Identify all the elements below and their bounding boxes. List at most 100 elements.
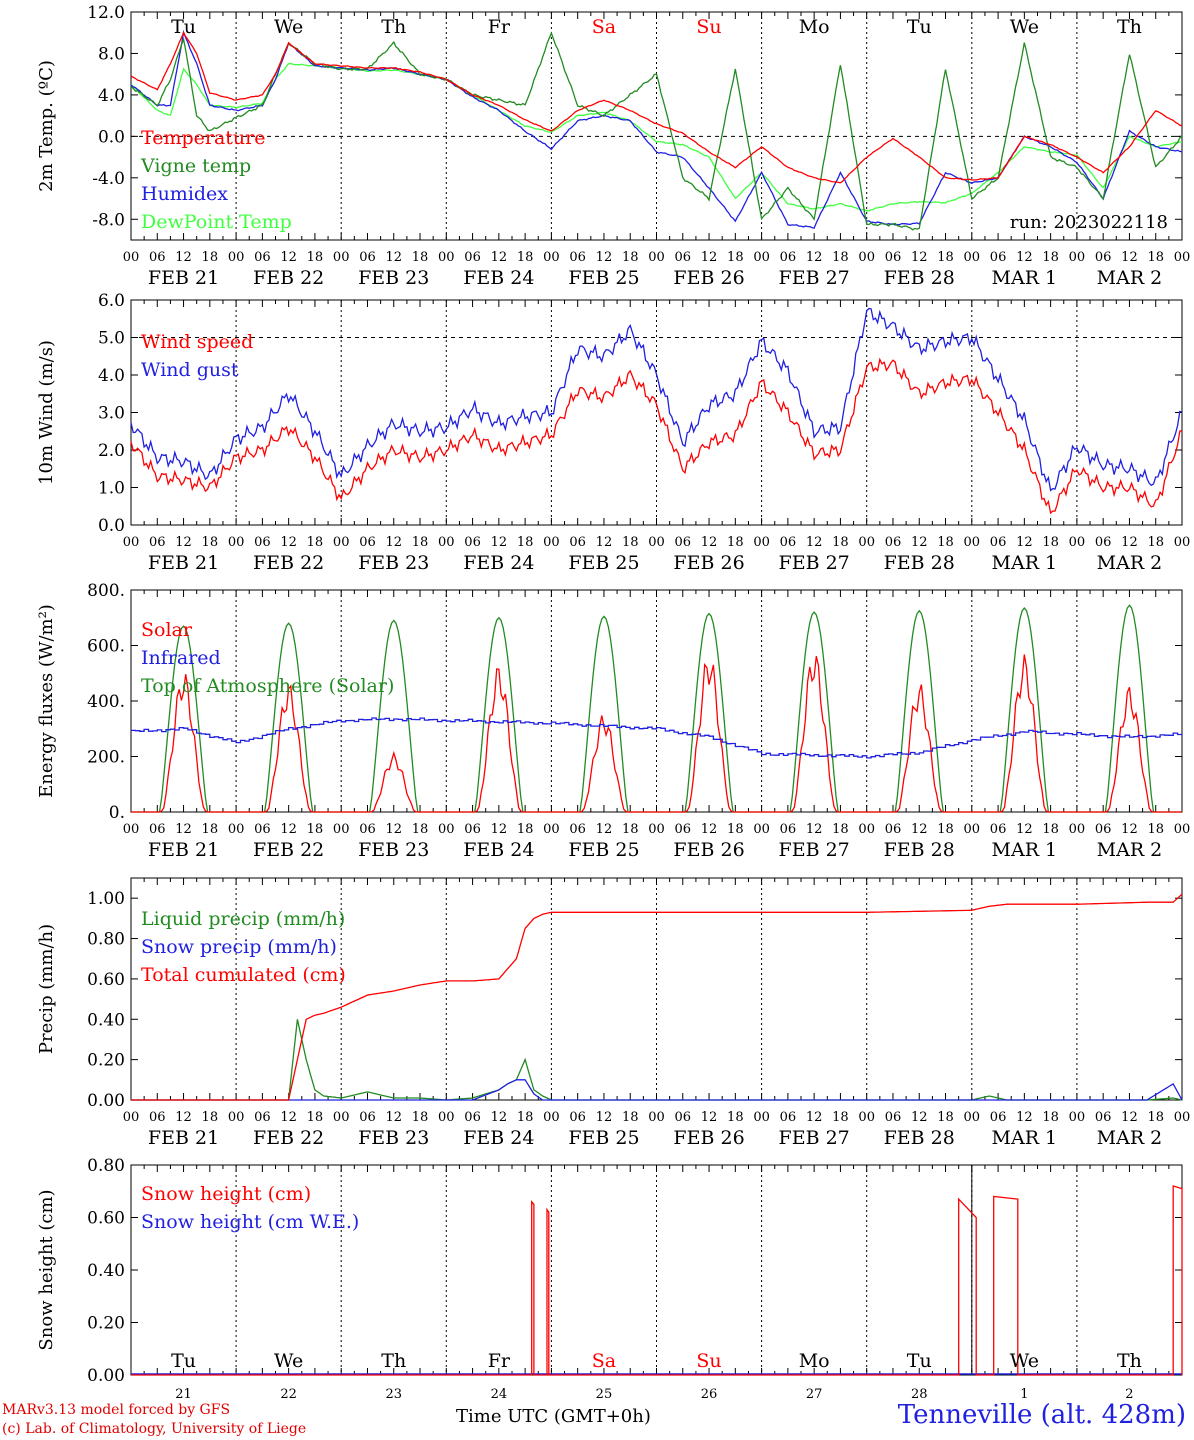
x-hour-label: 12 (175, 250, 192, 265)
x-hour-label: 06 (990, 535, 1007, 550)
x-hour-label: 12 (806, 822, 823, 837)
y-tick-label: 0.60 (87, 1209, 125, 1229)
day-number-label: 27 (806, 1387, 823, 1402)
x-date-label: FEB 22 (253, 839, 324, 861)
x-date-label: FEB 21 (148, 839, 219, 861)
x-hour-label: 00 (1069, 535, 1086, 550)
y-tick-label: 2.0 (98, 441, 125, 461)
y-tick-label: 0.40 (87, 1261, 125, 1281)
day-number-label: 24 (491, 1387, 508, 1402)
x-hour-label: 00 (438, 822, 455, 837)
x-hour-label: 06 (569, 535, 586, 550)
x-hour-label: 06 (990, 250, 1007, 265)
y-tick-label: 600. (87, 637, 125, 657)
x-hour-label: 12 (491, 535, 508, 550)
x-date-label: FEB 27 (779, 839, 850, 861)
y-tick-label: 200. (87, 748, 125, 768)
legend-entry: Liquid precip (mm/h) (141, 908, 345, 930)
x-hour-label: 18 (1042, 250, 1059, 265)
x-hour-label: 18 (1147, 1110, 1164, 1125)
weekday-label: Th (1117, 16, 1142, 38)
legend-entry: Humidex (141, 183, 228, 205)
weekday-label: Th (381, 16, 406, 38)
series-line-wind-speed (130, 357, 1183, 515)
x-hour-label: 06 (990, 1110, 1007, 1125)
x-date-label: MAR 1 (992, 267, 1058, 289)
x-hour-label: 00 (123, 250, 140, 265)
x-date-label: FEB 24 (463, 552, 534, 574)
weekday-label: Fr (488, 16, 511, 38)
x-hour-label: 00 (858, 822, 875, 837)
y-tick-label: 0.40 (87, 1010, 125, 1030)
x-date-label: FEB 24 (463, 839, 534, 861)
x-hour-label: 18 (832, 535, 849, 550)
x-hour-label: 18 (517, 535, 534, 550)
series-line-total-cumulated-cm- (131, 893, 1183, 1101)
x-hour-label: 12 (701, 250, 718, 265)
series-line-infrared (131, 717, 1183, 759)
x-hour-label: 00 (753, 250, 770, 265)
legend-entry: DewPoint Temp (141, 211, 292, 233)
x-hour-label: 12 (1016, 535, 1033, 550)
x-hour-label: 12 (1121, 535, 1138, 550)
y-tick-label: 0.00 (87, 1091, 125, 1111)
x-hour-label: 12 (701, 1110, 718, 1125)
x-date-label: MAR 1 (992, 839, 1058, 861)
x-hour-label: 18 (202, 535, 219, 550)
day-number-label: 2 (1125, 1387, 1133, 1402)
x-hour-label: 18 (727, 535, 744, 550)
x-hour-label: 18 (412, 822, 429, 837)
x-hour-label: 00 (333, 822, 350, 837)
x-hour-label: 00 (543, 1110, 560, 1125)
weekday-label: Fr (488, 1350, 511, 1372)
x-hour-label: 12 (911, 535, 928, 550)
legend-entry: Total cumulated (cm) (141, 964, 346, 986)
x-date-label: MAR 1 (992, 552, 1058, 574)
panel-1: 12.0 8.0 4.0 0.0 -4.0 -8.0 2m Temp. (ºC) 00 06 12… (36, 3, 1190, 289)
x-hour-label: 12 (280, 822, 297, 837)
x-hour-label: 00 (333, 1110, 350, 1125)
y-axis-title: Precip (mm/h) (36, 924, 57, 1054)
plot-frame (130, 11, 1183, 241)
x-hour-label: 18 (1042, 1110, 1059, 1125)
x-date-label: FEB 25 (568, 267, 639, 289)
x-date-label: FEB 26 (673, 267, 744, 289)
y-tick-label: 0.0 (98, 127, 125, 147)
x-hour-label: 06 (464, 535, 481, 550)
x-hour-label: 06 (464, 250, 481, 265)
x-hour-label: 06 (885, 250, 902, 265)
x-hour-label: 12 (596, 1110, 613, 1125)
y-tick-label: 8.0 (98, 44, 125, 64)
x-date-label: FEB 24 (463, 267, 534, 289)
x-hour-label: 06 (254, 822, 271, 837)
x-date-label: MAR 2 (1097, 839, 1163, 861)
x-hour-label: 06 (149, 535, 166, 550)
x-hour-label: 12 (385, 535, 402, 550)
y-tick-label: 1.0 (98, 479, 125, 499)
x-hour-label: 18 (517, 250, 534, 265)
day-number-label: 23 (385, 1387, 402, 1402)
series-line-solar (131, 654, 1182, 813)
weekday-label: Tu (171, 1350, 196, 1372)
x-hour-label: 00 (123, 822, 140, 837)
y-tick-label: 0.20 (87, 1051, 125, 1071)
x-hour-label: 06 (990, 822, 1007, 837)
x-hour-label: 00 (648, 250, 665, 265)
x-hour-label: 12 (280, 250, 297, 265)
x-hour-label: 00 (228, 250, 245, 265)
x-hour-label: 00 (543, 822, 560, 837)
weekday-label: We (1010, 1350, 1039, 1372)
x-hour-label: 12 (596, 535, 613, 550)
legend-entry: Vigne temp (140, 155, 251, 177)
x-hour-label: 06 (254, 250, 271, 265)
x-date-label: FEB 23 (358, 839, 429, 861)
x-date-label: FEB 27 (779, 267, 850, 289)
legend-entry: Infrared (141, 647, 221, 669)
weekday-label: Tu (171, 16, 196, 38)
x-hour-label: 12 (491, 250, 508, 265)
x-hour-label: 00 (753, 1110, 770, 1125)
y-axis-title: 10m Wind (m/s) (36, 340, 57, 485)
x-hour-label: 12 (911, 250, 928, 265)
